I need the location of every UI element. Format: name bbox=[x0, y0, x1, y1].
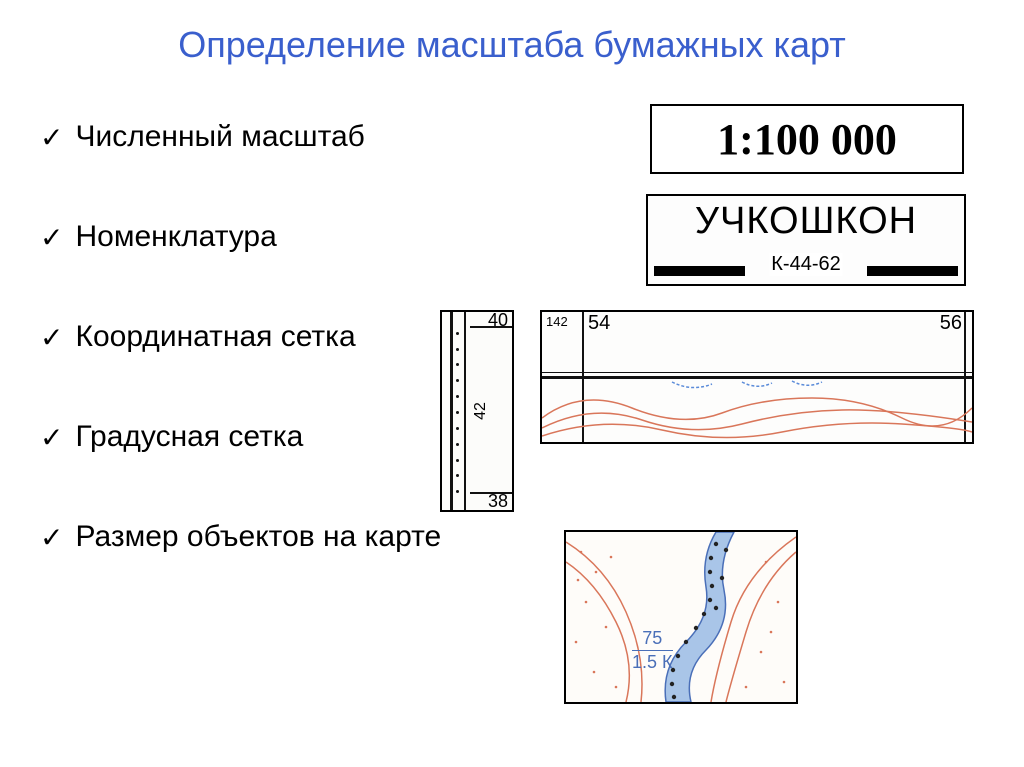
list-item: ✓ Градусная сетка bbox=[40, 420, 441, 454]
list-item-label: Координатная сетка bbox=[75, 320, 355, 354]
list-item-label: Номенклатура bbox=[75, 220, 276, 254]
check-icon: ✓ bbox=[40, 221, 63, 254]
page-title: Определение масштаба бумажных карт bbox=[0, 0, 1024, 66]
grid-label: 54 bbox=[588, 312, 610, 335]
depth-fraction: 75 1.5 К bbox=[632, 628, 673, 673]
grid-label: 42 bbox=[472, 402, 490, 420]
map-svg bbox=[566, 532, 796, 702]
check-icon: ✓ bbox=[40, 121, 63, 154]
nomenclature-box: УЧКОШКОН К-44-62 bbox=[646, 194, 966, 286]
list-item: ✓ Координатная сетка bbox=[40, 320, 441, 354]
fraction-top: 75 bbox=[632, 628, 673, 649]
grid-fragment-vertical: 40 38 42 bbox=[440, 310, 514, 512]
list-item-label: Размер объектов на карте bbox=[75, 520, 441, 554]
map-object-fragment: 75 1.5 К bbox=[564, 530, 798, 704]
check-icon: ✓ bbox=[40, 321, 63, 354]
list-item: ✓ Численный масштаб bbox=[40, 120, 441, 154]
bullet-list: ✓ Численный масштаб ✓ Номенклатура ✓ Коо… bbox=[40, 120, 441, 620]
nomenclature-bar: К-44-62 bbox=[654, 258, 958, 276]
nomenclature-title: УЧКОШКОН bbox=[648, 196, 964, 243]
grid-label: 56 bbox=[940, 312, 962, 335]
list-item: ✓ Номенклатура bbox=[40, 220, 441, 254]
nomenclature-code: К-44-62 bbox=[769, 253, 842, 276]
contour-lines bbox=[542, 378, 972, 442]
check-icon: ✓ bbox=[40, 521, 63, 554]
fraction-bottom: 1.5 К bbox=[632, 652, 673, 673]
grid-label: 40 bbox=[488, 310, 508, 331]
list-item: ✓ Размер объектов на карте bbox=[40, 520, 441, 554]
grid-small-label: 142 bbox=[546, 314, 568, 329]
list-item-label: Численный масштаб bbox=[75, 120, 364, 154]
check-icon: ✓ bbox=[40, 421, 63, 454]
scale-value: 1:100 000 bbox=[717, 114, 897, 165]
scale-ratio-box: 1:100 000 bbox=[650, 104, 964, 174]
list-item-label: Градусная сетка bbox=[75, 420, 303, 454]
grid-fragment-wide: 142 54 56 bbox=[540, 310, 974, 444]
grid-label: 38 bbox=[488, 491, 508, 512]
